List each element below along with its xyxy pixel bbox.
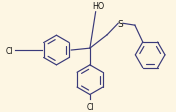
Text: Cl: Cl xyxy=(6,46,13,55)
Text: Cl: Cl xyxy=(86,102,94,111)
Text: HO: HO xyxy=(92,2,105,11)
Text: S: S xyxy=(118,20,123,28)
